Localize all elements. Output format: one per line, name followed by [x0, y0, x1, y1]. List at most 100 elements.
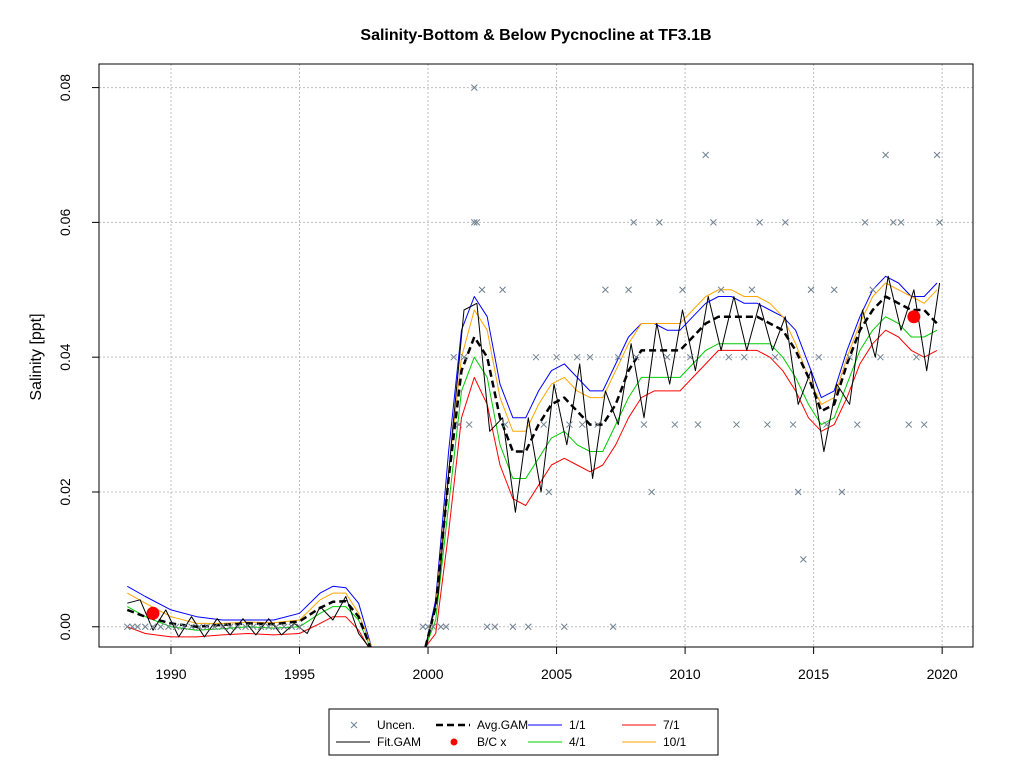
uncensored-point	[717, 286, 725, 294]
uncensored-point	[296, 623, 303, 631]
uncensored-point	[897, 219, 905, 226]
chart-title: Salinity-Bottom & Below Pycnocline at TF…	[360, 27, 711, 44]
uncensored-point	[532, 353, 540, 361]
uncensored-point	[625, 286, 632, 294]
uncensored-point	[771, 353, 779, 361]
uncensored-point	[545, 488, 553, 496]
x-tick-label: 2020	[927, 666, 958, 682]
uncensored-point	[172, 623, 180, 631]
legend-label: Uncen.	[377, 718, 415, 732]
uncensored-point	[656, 219, 663, 226]
bc-point	[907, 310, 921, 324]
legend-box	[328, 708, 719, 756]
y-tick-label: 0.00	[57, 613, 73, 640]
y-axis-label: Salinity [ppt]	[28, 313, 45, 400]
uncensored-point	[450, 353, 458, 361]
uncensored-point	[165, 623, 172, 631]
uncensored-point	[671, 421, 679, 428]
uncensored-point	[249, 623, 257, 631]
uncensored-point	[242, 623, 249, 631]
series-layer	[126, 275, 941, 647]
plot-frame	[98, 63, 974, 648]
legend-item: 7/1	[622, 718, 680, 732]
series-line-fitgam	[127, 596, 370, 647]
uncensored-point	[630, 219, 638, 226]
uncensored-point	[211, 623, 219, 631]
uncensored-point	[815, 353, 823, 361]
legend-item: Uncen.	[350, 718, 415, 732]
uncensored-point	[807, 286, 815, 294]
uncensored-point	[157, 623, 165, 631]
uncensored-point	[226, 623, 234, 631]
uncensored-point	[134, 623, 141, 631]
uncensored-point	[455, 421, 463, 428]
uncensored-point	[889, 219, 897, 226]
uncensored-point	[838, 488, 846, 496]
uncensored-point	[594, 421, 602, 428]
y-tick-label: 0.02	[57, 478, 73, 505]
uncensored-point	[877, 353, 884, 361]
uncensored-point	[710, 219, 717, 226]
uncensored-point	[465, 421, 473, 428]
x-tick-label: 2015	[798, 666, 829, 682]
uncensored-point	[573, 353, 581, 361]
uncensored-point	[789, 421, 797, 428]
uncensored-point	[799, 556, 807, 563]
uncensored-point	[141, 623, 149, 631]
series-line-avggam	[424, 295, 938, 647]
series-line-41	[127, 606, 371, 647]
uncensored-point	[478, 286, 486, 294]
series-line-41	[425, 316, 938, 647]
uncensored-point	[578, 421, 586, 428]
uncensored-point	[794, 488, 802, 496]
grid-lines	[99, 64, 973, 647]
x-tick-label: 1990	[155, 666, 186, 682]
uncensored-point	[553, 353, 560, 361]
uncensored-point	[195, 623, 203, 631]
uncensored-point	[640, 421, 648, 428]
uncensored-point	[853, 421, 861, 428]
y-tick-label: 0.06	[57, 209, 73, 236]
uncensored-point	[913, 353, 920, 361]
series-line-71	[127, 616, 369, 647]
uncensored-point	[936, 219, 943, 226]
uncensored-point	[123, 623, 131, 631]
uncensored-point	[869, 286, 877, 294]
points-layer	[123, 84, 943, 631]
uncensored-point	[470, 84, 478, 91]
uncensored-point	[933, 151, 941, 159]
uncensored-point	[686, 353, 694, 361]
uncensored-point	[265, 623, 273, 631]
series-line-71	[425, 329, 938, 647]
uncensored-point	[234, 623, 242, 631]
uncensored-point	[920, 421, 928, 428]
uncensored-point	[509, 623, 517, 631]
uncensored-point	[823, 421, 830, 428]
uncensored-point	[524, 623, 532, 631]
uncensored-point	[614, 353, 622, 361]
uncensored-point	[830, 286, 838, 294]
uncensored-point	[781, 219, 789, 226]
uncensored-point	[473, 219, 481, 226]
uncensored-point	[905, 421, 913, 428]
uncensored-point	[679, 286, 686, 294]
uncensored-point	[540, 421, 548, 428]
uncensored-point	[733, 421, 740, 428]
uncensored-point	[609, 623, 617, 631]
series-line-fitgam	[425, 275, 941, 647]
uncensored-point	[442, 623, 450, 631]
uncensored-point	[694, 421, 702, 428]
uncensored-point	[740, 353, 748, 361]
uncensored-point	[663, 353, 671, 361]
uncensored-point	[602, 286, 609, 294]
legend-item: 10/1	[622, 735, 687, 749]
y-axis: 0.00 0.02 0.04 0.06 0.08	[57, 74, 99, 640]
uncensored-point	[273, 623, 280, 631]
uncensored-point	[429, 623, 437, 631]
y-tick-label: 0.08	[57, 74, 73, 101]
legend-item: Avg.GAM	[436, 718, 528, 732]
uncensored-point	[725, 353, 733, 361]
x-tick-label: 2010	[670, 666, 701, 682]
